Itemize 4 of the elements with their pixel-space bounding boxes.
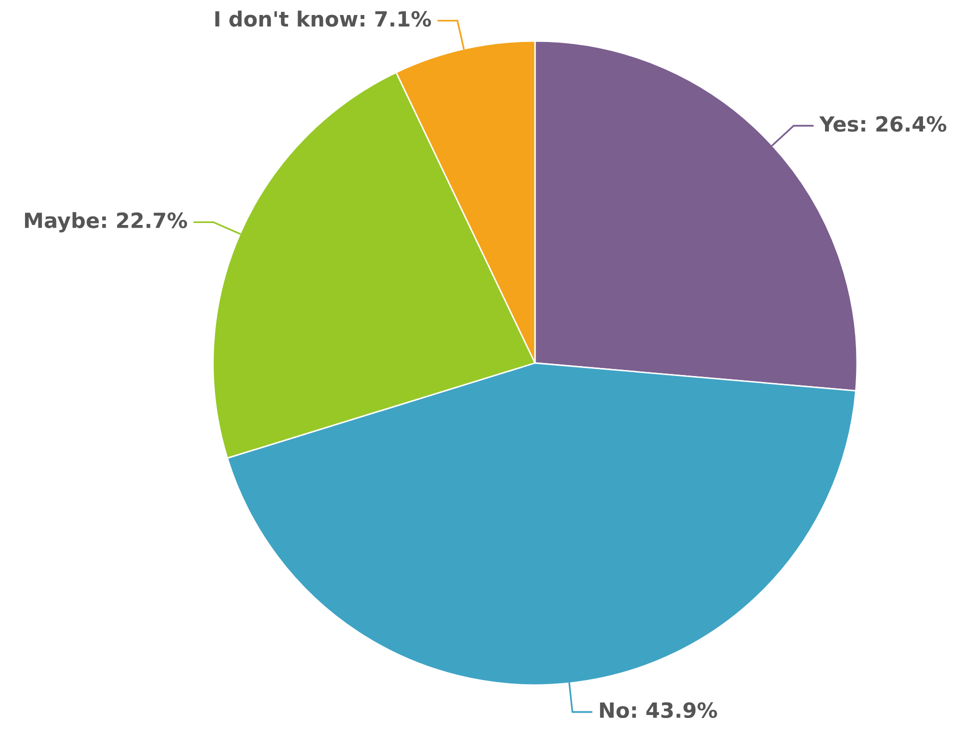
slice-label: Yes: 26.4% [819,116,946,132]
slice-label: No: 43.9% [600,702,718,718]
slice-label: I don't know: 7.1% [215,10,432,27]
slice-label: Maybe: 22.7% [25,212,188,232]
